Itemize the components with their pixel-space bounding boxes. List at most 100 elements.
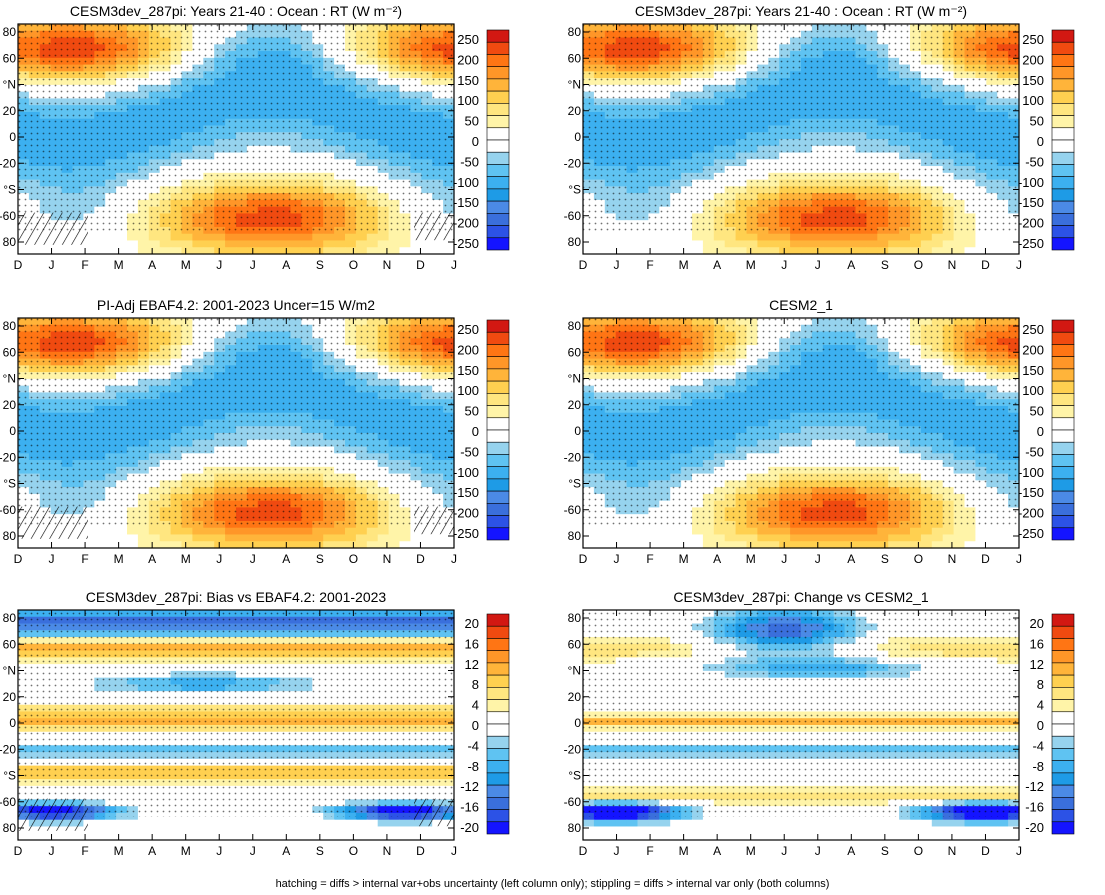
heat-cell	[888, 233, 900, 242]
colorbar-swatch	[486, 380, 510, 394]
heat-cell	[931, 233, 944, 242]
colorbar-swatch	[486, 90, 510, 104]
chart-title: CESM3dev_287pi: Years 21-40 : Ocean : RT…	[70, 3, 402, 19]
heat-cell	[768, 233, 780, 242]
heat-cell	[713, 233, 726, 242]
colorbar-swatch	[486, 527, 510, 541]
heat-cell	[345, 247, 357, 255]
heat-cell	[757, 233, 769, 242]
colorbar-swatch	[486, 356, 510, 370]
heat-cell	[920, 247, 933, 255]
x-tick-label: A	[148, 552, 156, 566]
heat-cell	[225, 534, 237, 542]
heat-cell	[137, 534, 150, 542]
heat-cell	[83, 534, 95, 542]
heat-cell	[203, 240, 215, 248]
x-tick-label: D	[579, 258, 588, 272]
heat-cell	[192, 541, 204, 549]
colorbar-label: 0	[472, 424, 479, 439]
heat-cell	[975, 247, 987, 255]
hatching-right	[414, 506, 454, 535]
heat-cell	[236, 527, 248, 536]
plot-frame	[582, 23, 1020, 255]
heat-cell	[746, 240, 758, 248]
heat-cell	[334, 527, 346, 536]
colorbar-swatch	[486, 41, 510, 55]
colorbar-swatch	[1051, 237, 1075, 251]
heat-cell	[192, 527, 204, 536]
colorbar-swatch	[486, 368, 510, 382]
heat-cell	[181, 534, 193, 542]
heat-cell	[83, 527, 95, 536]
heat-cell	[779, 247, 791, 255]
heat-cell	[181, 527, 193, 536]
heat-cell	[953, 233, 966, 242]
heat-cell	[72, 541, 84, 549]
x-tick-label: S	[316, 258, 324, 272]
heat-cell	[334, 247, 346, 255]
y-tick-label: -20	[0, 450, 16, 464]
colorbar-swatch	[486, 213, 510, 226]
y-tick-label: 20	[568, 104, 582, 118]
heat-cell	[702, 233, 715, 242]
heat-cell	[246, 527, 259, 536]
heat-cell	[148, 233, 161, 242]
chart-panel-3: PI-Adj EBAF4.2: 2001-2023 Uncer=15 W/m2D…	[0, 297, 510, 566]
heat-cell	[997, 240, 1009, 248]
x-tick-label: D	[981, 258, 990, 272]
heat-cell	[410, 541, 422, 549]
x-tick-label: J	[250, 258, 256, 272]
colorbar-swatch	[486, 176, 510, 190]
heat-cell	[366, 534, 379, 542]
chart-title: PI-Adj EBAF4.2: 2001-2023 Uncer=15 W/m2	[97, 297, 375, 313]
heat-cell	[593, 247, 606, 255]
heat-cell	[713, 247, 726, 255]
hatching-right	[414, 212, 454, 241]
colorbar-swatch	[1051, 200, 1075, 214]
colorbar-swatch	[486, 115, 510, 129]
heat-cell	[94, 233, 106, 242]
colorbar-swatch	[1051, 115, 1075, 129]
heat-cell	[268, 541, 281, 549]
colorbar-swatch	[1051, 103, 1075, 116]
heat-cell	[94, 527, 106, 536]
heat-cell	[116, 527, 128, 536]
heat-cell	[790, 247, 802, 255]
x-tick-label: J	[815, 258, 821, 272]
heat-cell	[301, 527, 313, 536]
heat-cell	[855, 240, 867, 248]
heat-cell	[203, 233, 215, 242]
colorbar-label: -50	[460, 154, 479, 169]
colorbar-label: 100	[457, 383, 479, 398]
heat-cell	[615, 240, 628, 248]
heat-cell	[181, 541, 193, 549]
x-tick-label: J	[451, 258, 457, 272]
heat-cell	[127, 541, 139, 549]
heat-cell	[986, 233, 998, 242]
heat-cell	[910, 233, 922, 242]
colorbar-label: 150	[457, 73, 479, 88]
colorbar-label: 250	[457, 32, 479, 47]
heat-cell	[83, 247, 95, 255]
heat-cell	[290, 247, 302, 255]
heat-cell	[268, 527, 281, 536]
heat-cell	[203, 541, 215, 549]
heat-cell	[377, 527, 390, 536]
heat-cell	[648, 247, 660, 255]
heat-cell	[877, 233, 889, 242]
heat-cell	[83, 541, 95, 549]
y-tick-label: -60	[0, 503, 16, 517]
heat-cell	[964, 247, 976, 255]
heat-cell	[920, 233, 933, 242]
heat-cell	[399, 233, 411, 242]
heat-cell	[94, 541, 106, 549]
heat-cell	[877, 247, 889, 255]
heat-cell	[388, 240, 401, 248]
heat-cell	[366, 240, 379, 248]
colorbar-swatch	[486, 237, 510, 251]
heat-cell	[801, 247, 813, 255]
x-tick-label: S	[881, 258, 889, 272]
heat-cell	[290, 233, 302, 242]
x-tick-label: M	[679, 258, 689, 272]
heat-cell	[214, 527, 226, 536]
